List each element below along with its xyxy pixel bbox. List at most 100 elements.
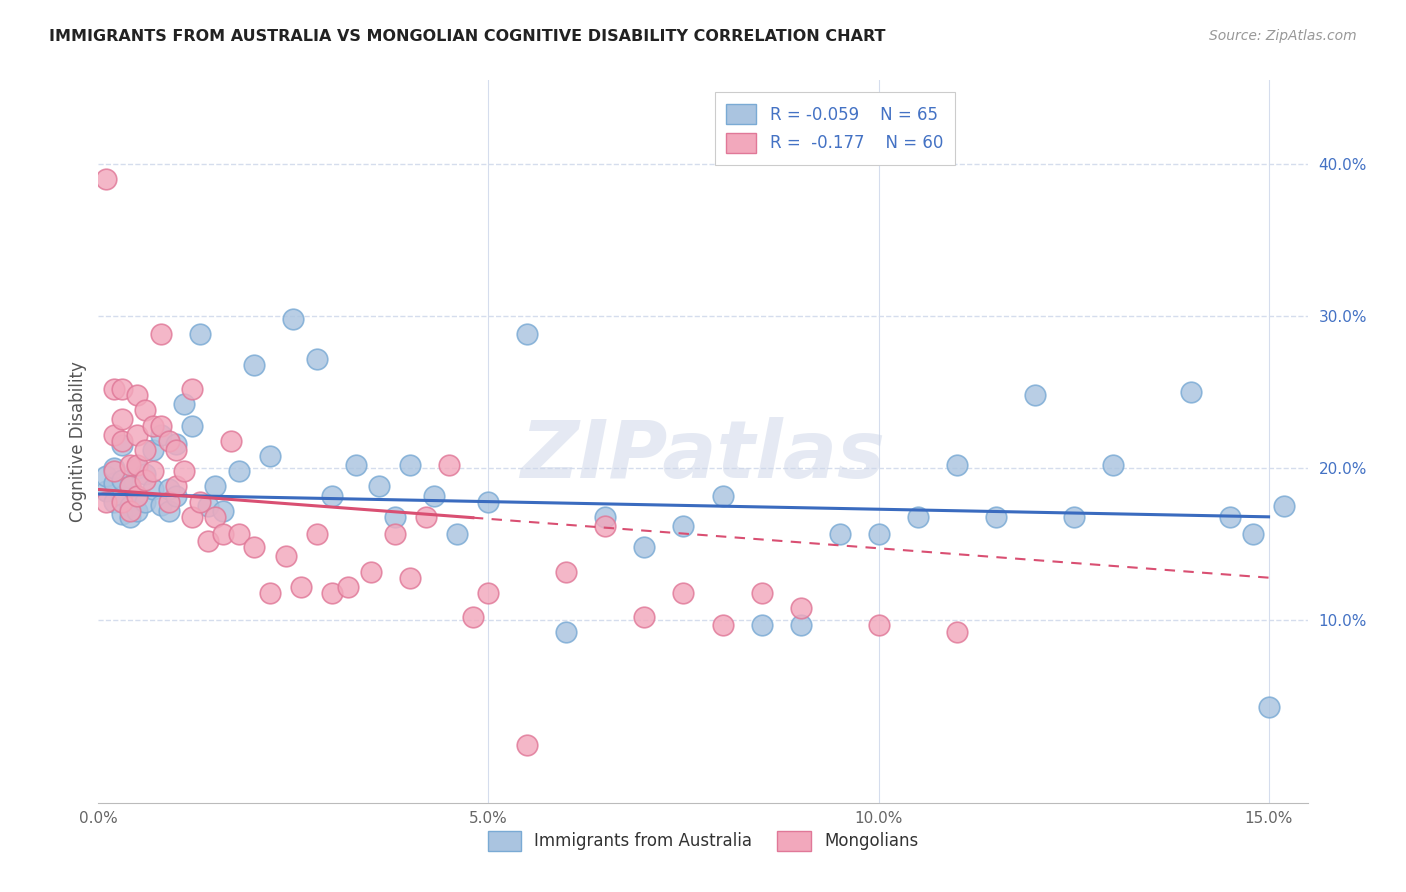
Point — [1272, 499, 1295, 513]
Point — [711, 489, 734, 503]
Point — [305, 526, 328, 541]
Point — [111, 507, 134, 521]
Point — [111, 438, 134, 452]
Point — [828, 526, 851, 541]
Point — [595, 509, 617, 524]
Text: Source: ZipAtlas.com: Source: ZipAtlas.com — [1209, 29, 1357, 43]
Point — [360, 565, 382, 579]
Point — [142, 418, 165, 433]
Point — [111, 434, 134, 448]
Point — [711, 617, 734, 632]
Point — [142, 483, 165, 497]
Point — [1063, 509, 1085, 524]
Point — [290, 580, 312, 594]
Point — [103, 427, 125, 442]
Point — [118, 504, 141, 518]
Point — [305, 351, 328, 366]
Point — [173, 397, 195, 411]
Point — [96, 468, 118, 483]
Point — [111, 473, 134, 487]
Point — [439, 458, 461, 472]
Point — [118, 479, 141, 493]
Point — [127, 427, 149, 442]
Point — [274, 549, 297, 564]
Point — [111, 489, 134, 503]
Point — [157, 483, 180, 497]
Point — [181, 418, 204, 433]
Point — [197, 499, 219, 513]
Point — [595, 519, 617, 533]
Point — [555, 625, 578, 640]
Point — [103, 461, 125, 475]
Point — [1219, 509, 1241, 524]
Point — [134, 473, 156, 487]
Point — [127, 489, 149, 503]
Point — [321, 489, 343, 503]
Point — [149, 418, 172, 433]
Point — [446, 526, 468, 541]
Point — [134, 467, 156, 482]
Point — [118, 499, 141, 513]
Point — [337, 580, 360, 594]
Point — [555, 565, 578, 579]
Point — [118, 509, 141, 524]
Point — [165, 437, 187, 451]
Point — [344, 458, 367, 472]
Point — [516, 738, 538, 752]
Point — [384, 509, 406, 524]
Point — [907, 509, 929, 524]
Point — [165, 479, 187, 493]
Point — [399, 571, 422, 585]
Y-axis label: Cognitive Disability: Cognitive Disability — [69, 361, 87, 522]
Point — [219, 434, 242, 448]
Point — [672, 519, 695, 533]
Text: IMMIGRANTS FROM AUSTRALIA VS MONGOLIAN COGNITIVE DISABILITY CORRELATION CHART: IMMIGRANTS FROM AUSTRALIA VS MONGOLIAN C… — [49, 29, 886, 44]
Point — [789, 601, 811, 615]
Point — [423, 489, 446, 503]
Point — [188, 494, 211, 508]
Point — [399, 458, 422, 472]
Point — [672, 586, 695, 600]
Point — [321, 586, 343, 600]
Point — [149, 427, 172, 442]
Point — [868, 526, 890, 541]
Point — [103, 382, 125, 396]
Point — [633, 610, 655, 624]
Point — [1101, 458, 1123, 472]
Point — [461, 610, 484, 624]
Point — [149, 327, 172, 342]
Point — [751, 617, 773, 632]
Legend: Immigrants from Australia, Mongolians: Immigrants from Australia, Mongolians — [479, 822, 927, 860]
Point — [165, 442, 187, 457]
Point — [134, 442, 156, 457]
Point — [134, 403, 156, 417]
Point — [173, 464, 195, 478]
Point — [945, 458, 967, 472]
Point — [188, 327, 211, 342]
Point — [384, 526, 406, 541]
Point — [149, 498, 172, 512]
Point — [111, 412, 134, 426]
Point — [127, 458, 149, 472]
Point — [1257, 700, 1279, 714]
Point — [181, 382, 204, 396]
Point — [197, 534, 219, 549]
Point — [157, 494, 180, 508]
Point — [127, 504, 149, 518]
Point — [118, 479, 141, 493]
Point — [868, 617, 890, 632]
Point — [111, 494, 134, 508]
Point — [111, 382, 134, 396]
Point — [228, 526, 250, 541]
Point — [212, 504, 235, 518]
Point — [103, 476, 125, 491]
Point — [142, 442, 165, 457]
Text: ZIPatlas: ZIPatlas — [520, 417, 886, 495]
Point — [157, 434, 180, 448]
Point — [259, 449, 281, 463]
Point — [118, 458, 141, 472]
Point — [789, 617, 811, 632]
Point — [127, 461, 149, 475]
Point — [243, 358, 266, 372]
Point — [103, 464, 125, 478]
